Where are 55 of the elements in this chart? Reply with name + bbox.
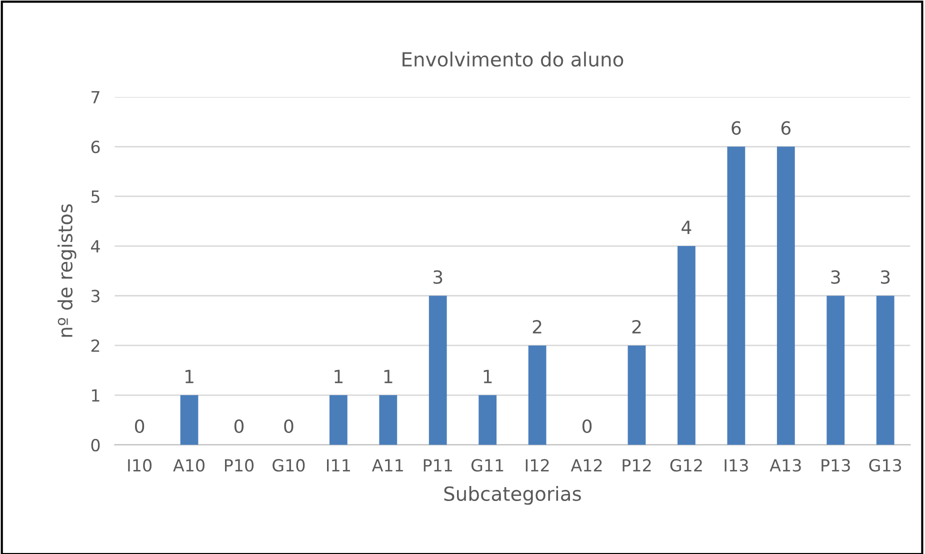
x-tick-label: P10 xyxy=(225,459,254,472)
x-tick-label: A12 xyxy=(570,459,602,472)
data-label: 3 xyxy=(831,270,840,284)
chart-title: Envolvimento do aluno xyxy=(402,52,624,67)
x-tick-label: G12 xyxy=(670,459,702,472)
bar xyxy=(727,146,746,445)
y-tick-label: 6 xyxy=(91,140,100,154)
x-tick-label: A11 xyxy=(372,459,403,472)
data-label: 1 xyxy=(384,370,392,384)
x-tick-label: G11 xyxy=(471,459,504,472)
bar xyxy=(379,395,398,445)
bar xyxy=(678,246,696,445)
data-label: 6 xyxy=(732,121,741,135)
y-tick-label: 0 xyxy=(91,438,100,452)
x-tick-label: I11 xyxy=(327,459,350,472)
x-tick-label: I13 xyxy=(724,459,748,472)
bar xyxy=(528,345,546,445)
x-tick-label: P11 xyxy=(424,459,452,472)
data-label: 0 xyxy=(234,419,244,434)
data-label: 2 xyxy=(532,320,542,334)
data-label: 2 xyxy=(632,320,641,334)
data-label: 6 xyxy=(781,121,791,135)
data-label: 1 xyxy=(484,370,492,384)
y-axis-title: nº de registos xyxy=(58,204,76,337)
y-tick-label: 2 xyxy=(91,339,100,352)
bar xyxy=(428,296,447,445)
x-tick-label: G13 xyxy=(869,459,902,472)
data-label: 1 xyxy=(334,370,343,384)
data-label: 4 xyxy=(682,220,692,234)
data-label: 0 xyxy=(135,419,144,434)
bar xyxy=(329,395,348,445)
bar xyxy=(478,395,497,445)
x-tick-label: A13 xyxy=(770,459,801,472)
y-tick-label: 7 xyxy=(92,91,100,104)
x-tick-label: P13 xyxy=(822,459,850,472)
bar xyxy=(876,296,894,445)
x-tick-label: I10 xyxy=(128,459,152,472)
bar xyxy=(776,146,795,445)
data-label: 3 xyxy=(880,270,890,284)
y-tick-label: 3 xyxy=(91,290,100,302)
y-tick-label: 5 xyxy=(91,190,100,203)
data-label: 1 xyxy=(186,370,194,384)
data-label: 0 xyxy=(582,419,592,434)
bar xyxy=(826,296,845,445)
x-tick-label: A10 xyxy=(173,459,204,472)
bar xyxy=(180,395,198,445)
data-label: 3 xyxy=(434,270,442,284)
y-tick-label: 1 xyxy=(92,389,100,402)
y-tick-label: 4 xyxy=(91,240,100,252)
x-axis-title: Subcategorias xyxy=(444,486,581,505)
x-tick-label: I12 xyxy=(526,459,549,472)
bar xyxy=(628,345,646,445)
data-label: 0 xyxy=(284,419,294,434)
x-tick-label: P12 xyxy=(622,459,651,472)
x-tick-label: G10 xyxy=(272,459,305,472)
